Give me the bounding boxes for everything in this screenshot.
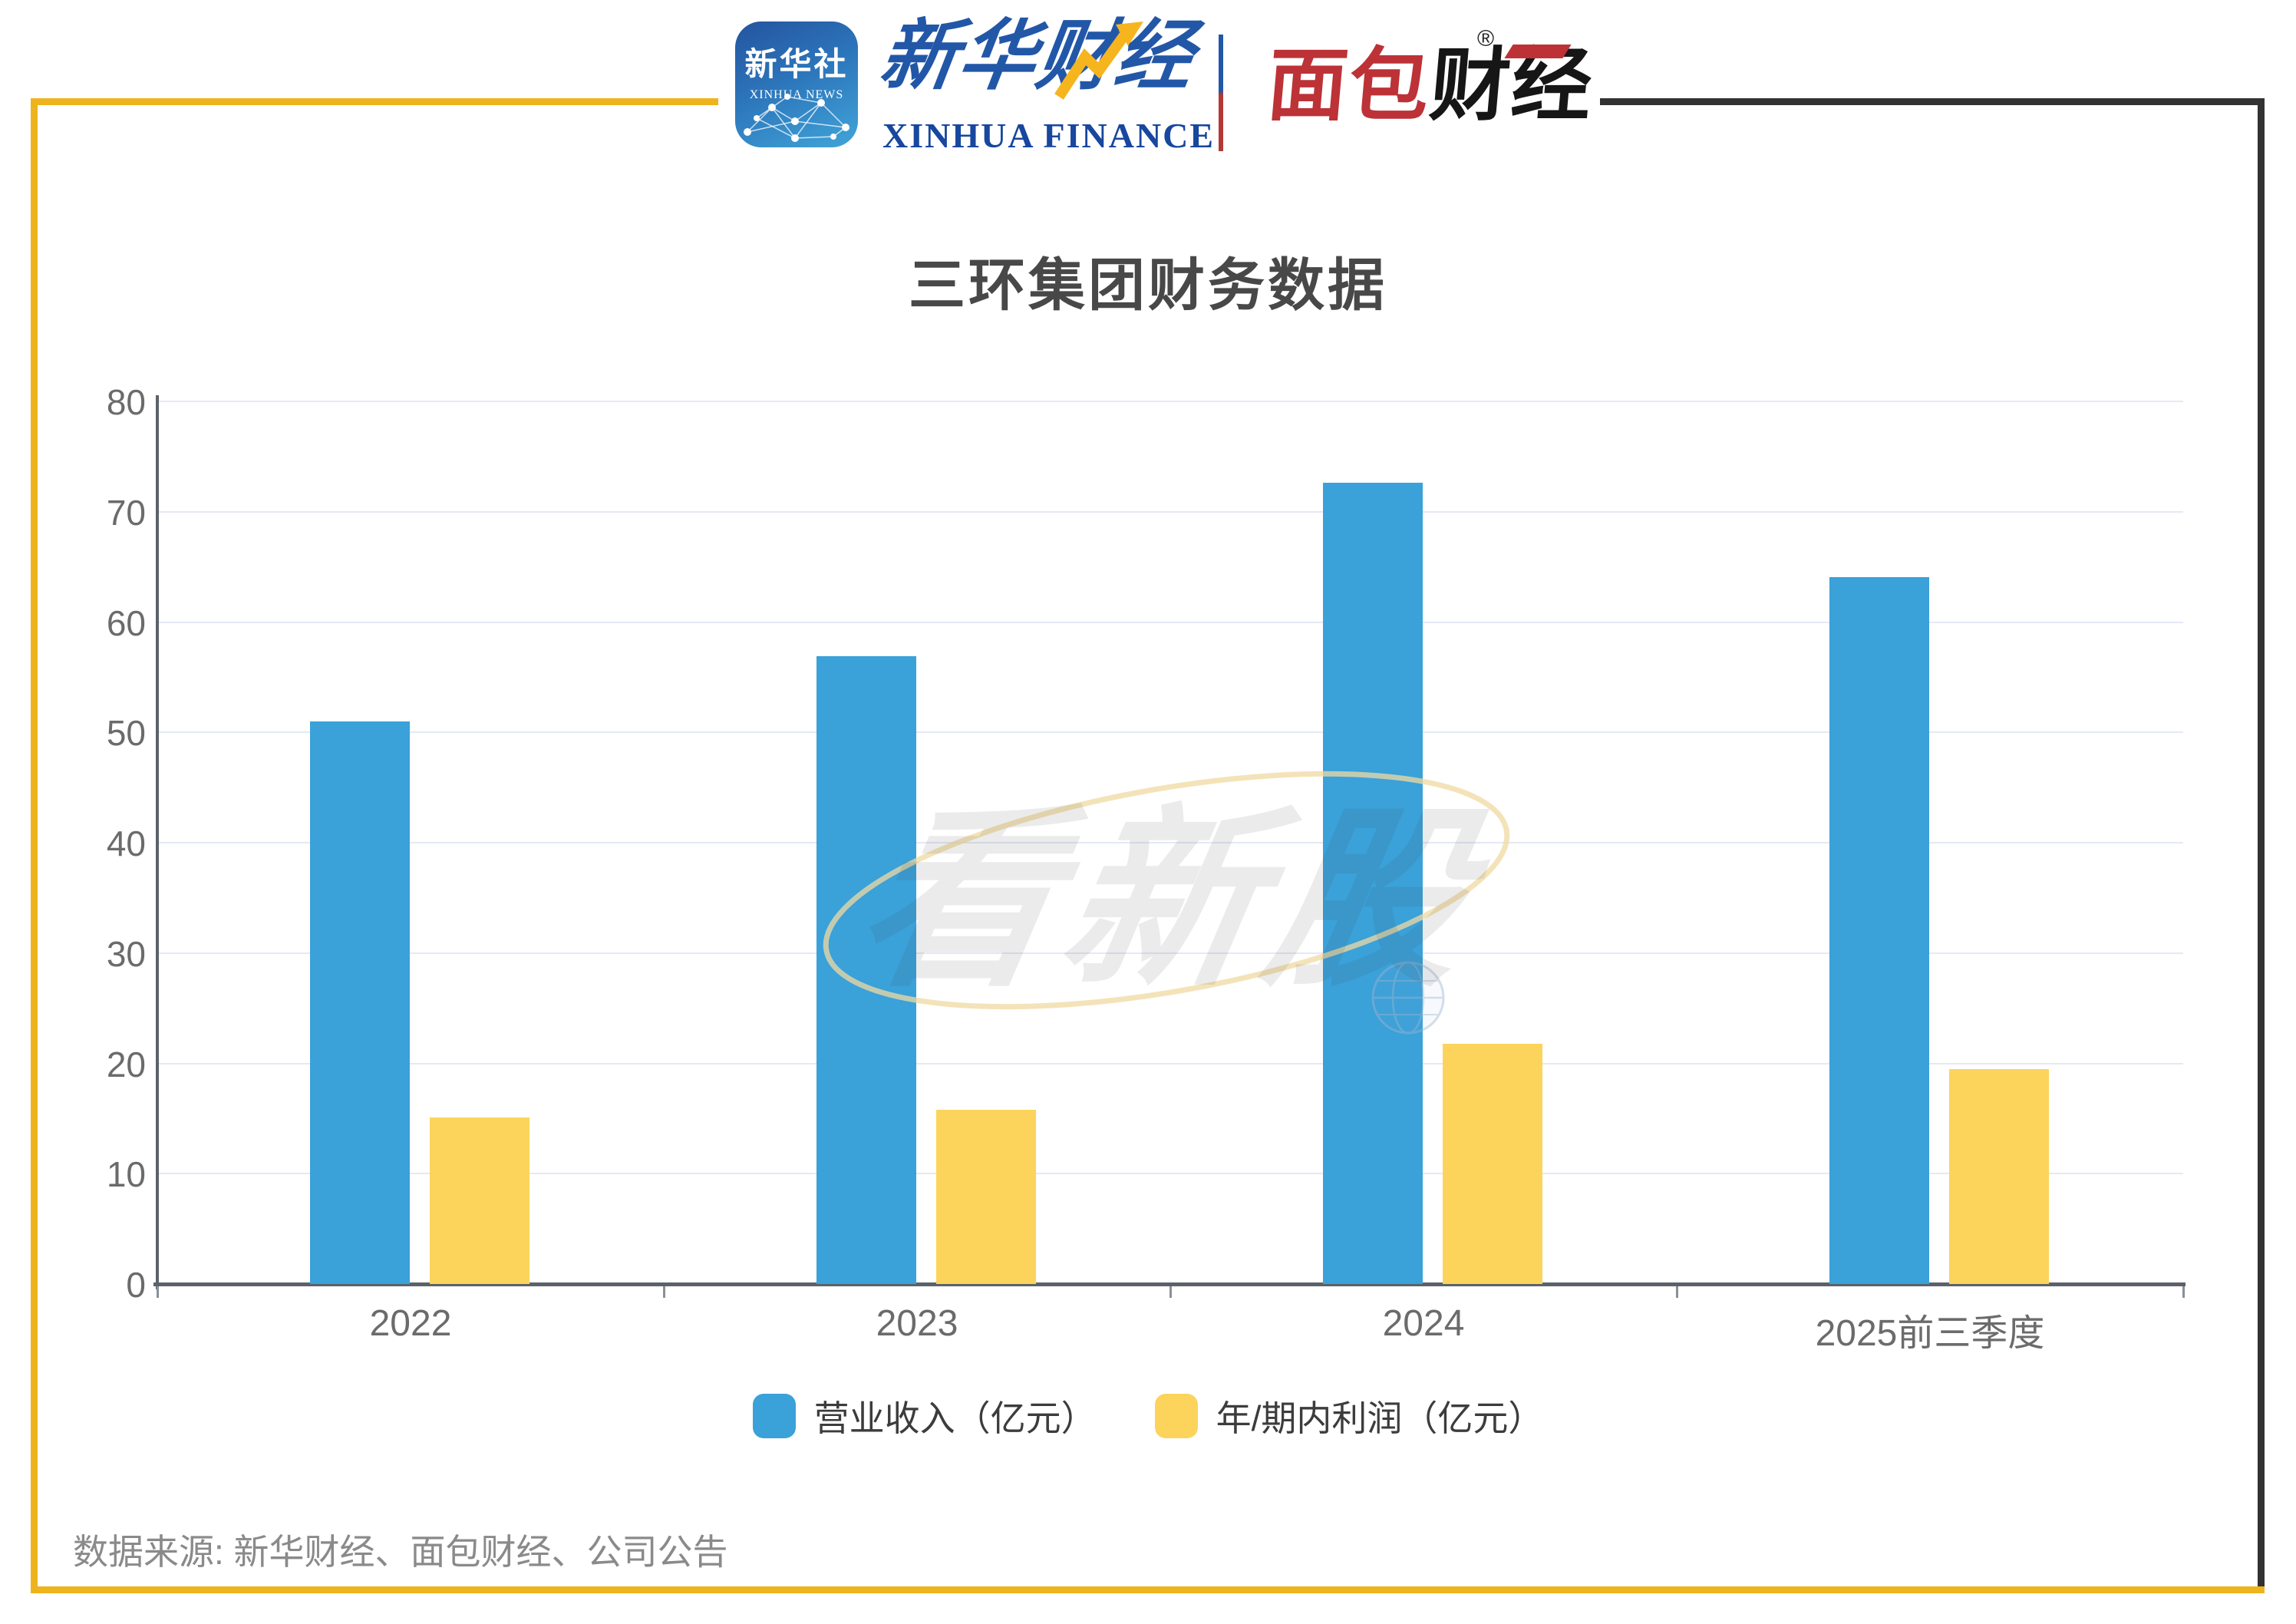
legend-label-revenue: 营业收入（亿元） xyxy=(813,1398,1097,1438)
bar-series1-2022[interactable] xyxy=(430,1117,529,1284)
bread-finance-red-stroke xyxy=(1504,45,1572,58)
bar-series1-2024[interactable] xyxy=(1443,1043,1542,1284)
y-axis-tick-label: 40 xyxy=(106,824,146,863)
frame-left-border xyxy=(31,98,38,1593)
x-axis-tick xyxy=(2182,1286,2185,1298)
y-axis-tick-label: 80 xyxy=(106,382,146,422)
xinhua-news-app-en-label: XINHUA NEWS xyxy=(749,88,844,101)
gridline xyxy=(157,401,2183,402)
bar-series1-2025前三季度[interactable] xyxy=(1949,1068,2049,1284)
gridline xyxy=(157,1062,2183,1065)
y-axis-tick-label: 60 xyxy=(106,602,146,643)
y-axis-tick-label: 20 xyxy=(106,1044,146,1084)
frame-top-left-border xyxy=(31,98,718,105)
gridline xyxy=(157,621,2183,623)
logo-separator xyxy=(1219,35,1223,151)
y-axis-tick-label: 70 xyxy=(106,492,146,533)
legend-item-revenue[interactable]: 营业收入（亿元） xyxy=(752,1391,1097,1441)
legend-swatch-profit xyxy=(1154,1394,1198,1438)
network-pattern-icon xyxy=(744,94,849,142)
xinhua-finance-en-logo: XINHUA FINANCE xyxy=(882,116,1216,155)
bar-series0-2023[interactable] xyxy=(816,656,916,1284)
xinhua-news-app-icon: 新华社 XINHUA NEWS xyxy=(735,21,858,147)
bar-series0-2025前三季度[interactable] xyxy=(1829,576,1929,1284)
x-axis-tick xyxy=(157,1286,159,1298)
y-axis-tick-label: 50 xyxy=(106,713,146,754)
data-source-note: 数据来源: 新华财经、面包财经、公司公告 xyxy=(73,1532,728,1572)
gridline xyxy=(157,510,2183,513)
y-axis-line xyxy=(156,395,159,1289)
x-axis-line xyxy=(153,1282,2185,1286)
x-axis-category-label: 2023 xyxy=(876,1303,958,1344)
registered-mark: ® xyxy=(1477,26,1495,51)
y-axis-tick-label: 0 xyxy=(126,1265,146,1305)
watermark-text: 看新股 xyxy=(843,793,1494,1008)
bread-finance-red-part: 面包 xyxy=(1263,41,1435,130)
x-axis-category-label: 2022 xyxy=(369,1303,452,1344)
bar-series1-2023[interactable] xyxy=(936,1109,1036,1284)
xinhua-news-app-cn-label: 新华社 xyxy=(744,46,849,82)
chart-title: 三环集团财务数据 xyxy=(909,253,1387,317)
x-axis-tick xyxy=(663,1286,665,1298)
xinhua-finance-cn-logo: 新华财经 xyxy=(875,13,1200,99)
frame-bottom-border xyxy=(31,1586,2265,1593)
x-axis-tick xyxy=(1676,1286,1678,1298)
y-axis-tick-label: 10 xyxy=(106,1154,146,1195)
frame-top-right-border xyxy=(1600,98,2265,105)
gridline xyxy=(157,731,2183,734)
finance-arrow-icon xyxy=(1054,21,1143,100)
gridline xyxy=(157,1173,2183,1175)
frame-right-border xyxy=(2258,98,2265,1593)
x-axis-tick xyxy=(1169,1286,1172,1298)
x-axis-category-label: 2025前三季度 xyxy=(1815,1313,2045,1354)
x-axis-category-label: 2024 xyxy=(1382,1303,1465,1344)
y-axis-tick-label: 30 xyxy=(106,933,146,974)
bar-series0-2024[interactable] xyxy=(1323,483,1423,1284)
bar-series0-2022[interactable] xyxy=(310,721,410,1284)
legend-item-profit[interactable]: 年/期内利润（亿元） xyxy=(1154,1391,1544,1441)
chart-legend: 营业收入（亿元） 年/期内利润（亿元） xyxy=(0,1391,2296,1441)
legend-swatch-revenue xyxy=(752,1394,796,1438)
legend-label-profit: 年/期内利润（亿元） xyxy=(1216,1398,1544,1438)
